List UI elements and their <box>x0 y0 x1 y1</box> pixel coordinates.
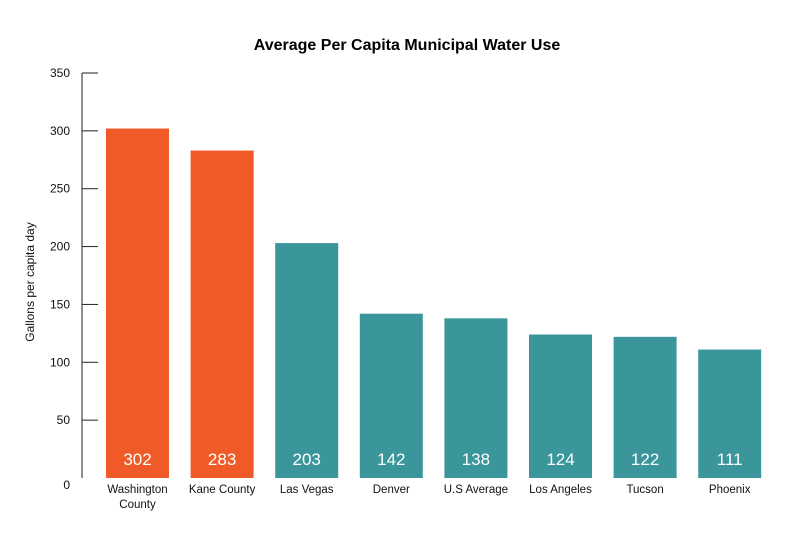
bar <box>529 334 592 478</box>
x-tick-label: Las Vegas <box>280 484 334 496</box>
x-tick-label: Kane County <box>189 484 256 496</box>
y-axis: 0 50 100 150 200 250 300 350 <box>50 66 98 492</box>
bar-data-label: 203 <box>293 450 321 469</box>
x-tick-label: U.S Average <box>444 484 508 496</box>
y-tick-label: 300 <box>50 124 70 138</box>
data-labels: 302 283 203 142 138 124 122 111 <box>123 450 742 469</box>
bar-data-label: 302 <box>123 450 151 469</box>
chart-title: Average Per Capita Municipal Water Use <box>254 37 561 54</box>
y-tick-label: 50 <box>57 413 71 427</box>
bar-data-label: 111 <box>717 450 743 469</box>
x-tick-label: Los Angeles <box>529 484 592 496</box>
x-tick-label: Phoenix <box>709 484 751 496</box>
x-tick-label: Washington <box>107 484 167 496</box>
bar <box>190 150 254 478</box>
y-tick-label: 200 <box>50 240 70 254</box>
bar-data-label: 122 <box>631 450 659 469</box>
x-axis-labels: Washington County Kane County Las Vegas Denv… <box>107 484 750 511</box>
x-tick-label: County <box>119 499 156 511</box>
bar-data-label: 138 <box>462 450 490 469</box>
y-tick-label: 0 <box>63 478 70 492</box>
bar <box>359 313 423 478</box>
bar <box>698 349 762 478</box>
bar <box>275 243 339 478</box>
y-axis-title: Gallons per capita day <box>23 222 37 341</box>
bars <box>106 128 762 479</box>
y-tick-label: 250 <box>50 182 70 196</box>
bar <box>613 336 677 478</box>
bar-data-label: 142 <box>377 450 405 469</box>
x-tick-label: Denver <box>373 484 410 496</box>
bar <box>106 128 169 479</box>
x-tick-label: Tucson <box>626 484 663 496</box>
y-tick-label: 100 <box>50 355 70 369</box>
y-tick-label: 350 <box>50 66 70 80</box>
bar-data-label: 124 <box>546 450 574 469</box>
bar-data-label: 283 <box>208 450 236 469</box>
y-tick-label: 150 <box>50 297 70 311</box>
bar <box>444 318 508 478</box>
